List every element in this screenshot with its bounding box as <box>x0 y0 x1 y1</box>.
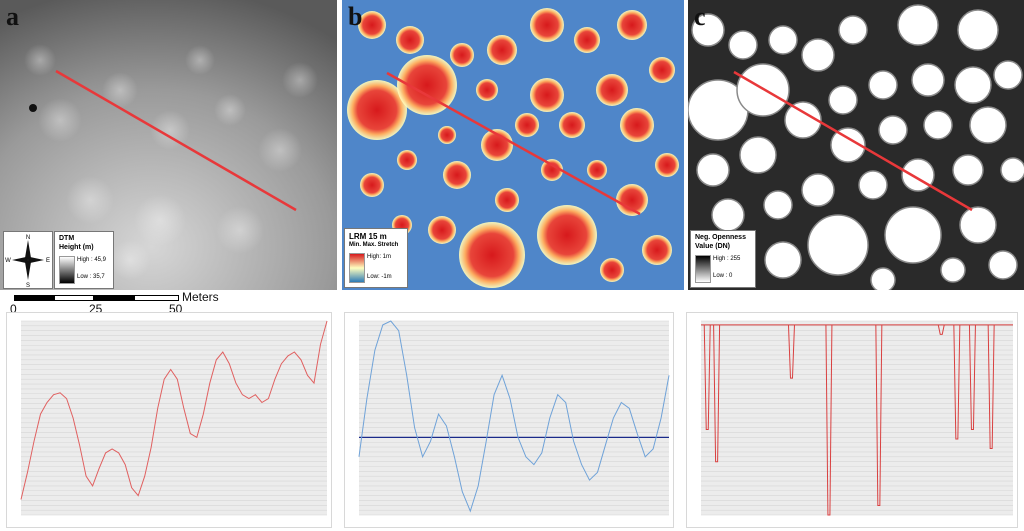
scale-segment <box>14 295 54 301</box>
lrm-profile-b <box>344 312 674 528</box>
profile-line-c <box>733 70 973 212</box>
legend-high: High: 1m <box>367 254 392 260</box>
profile-dip <box>987 324 995 449</box>
legend-title: Neg. Openness <box>695 234 746 241</box>
legend-subtitle: Min. Max. Stretch <box>349 242 399 248</box>
scale-bar: Meters 0 25 50 <box>10 290 434 316</box>
profile-dip <box>713 324 721 463</box>
profile-dip <box>953 324 961 440</box>
profile-dip <box>937 324 945 335</box>
scale-tick-0: 0 <box>10 302 17 316</box>
openness-raster <box>688 0 1024 290</box>
compass-w: W <box>5 258 11 264</box>
panel-label-a: a <box>6 2 19 31</box>
legend-subtitle: Value (DN) <box>695 243 731 250</box>
legend-low: Low : 0 <box>713 273 733 279</box>
legend-dtm: DTM Height (m) High : 45,9 Low : 35,7 <box>54 231 114 289</box>
map-panel-dtm: a N S W E DTM Height (m) High : 45,9 Low… <box>0 0 337 290</box>
profile-dip <box>825 324 833 516</box>
legend-high: High : 255 <box>713 256 741 262</box>
profile-dip <box>787 324 795 379</box>
legend-low: Low: -1m <box>367 274 392 280</box>
scale-segment <box>134 295 179 301</box>
openness-profile-c <box>686 312 1018 528</box>
elevation-profile-a <box>6 312 332 528</box>
panel-label-b: b <box>348 2 363 31</box>
legend-high: High : 45,9 <box>77 257 107 263</box>
legend-color-ramp <box>59 256 75 284</box>
scale-segment <box>54 295 94 301</box>
legend-openness: Neg. Openness Value (DN) High : 255 Low … <box>690 230 756 288</box>
profile-series-line <box>358 320 670 513</box>
legend-color-ramp <box>695 255 711 283</box>
profile-dip <box>968 324 976 430</box>
scale-unit: Meters <box>182 290 219 304</box>
profile-line-a <box>55 69 297 212</box>
scale-segment <box>94 295 134 301</box>
legend-title: DTM <box>59 235 75 242</box>
compass-s: S <box>26 283 30 288</box>
legend-low: Low : 35,7 <box>77 274 105 280</box>
legend-subtitle: Height (m) <box>59 244 94 251</box>
panel-label-c: c <box>694 2 706 31</box>
profile-dip <box>875 324 883 506</box>
compass-e: E <box>46 258 50 264</box>
compass-icon: N S W E <box>5 235 50 289</box>
compass-n: N <box>26 235 30 241</box>
map-panel-openness: c Neg. Openness Value (DN) High : 255 Lo… <box>688 0 1024 290</box>
map-panel-lrm: b LRM 15 m Min. Max. Stretch High: 1m Lo… <box>342 0 684 290</box>
legend-lrm: LRM 15 m Min. Max. Stretch High: 1m Low:… <box>344 228 408 288</box>
profile-line-b <box>386 71 641 216</box>
legend-title: LRM 15 m <box>349 232 387 241</box>
profile-dip <box>703 324 711 430</box>
profile-series-line <box>20 320 328 500</box>
legend-color-ramp <box>349 253 365 283</box>
compass-rose: N S W E <box>3 231 53 289</box>
